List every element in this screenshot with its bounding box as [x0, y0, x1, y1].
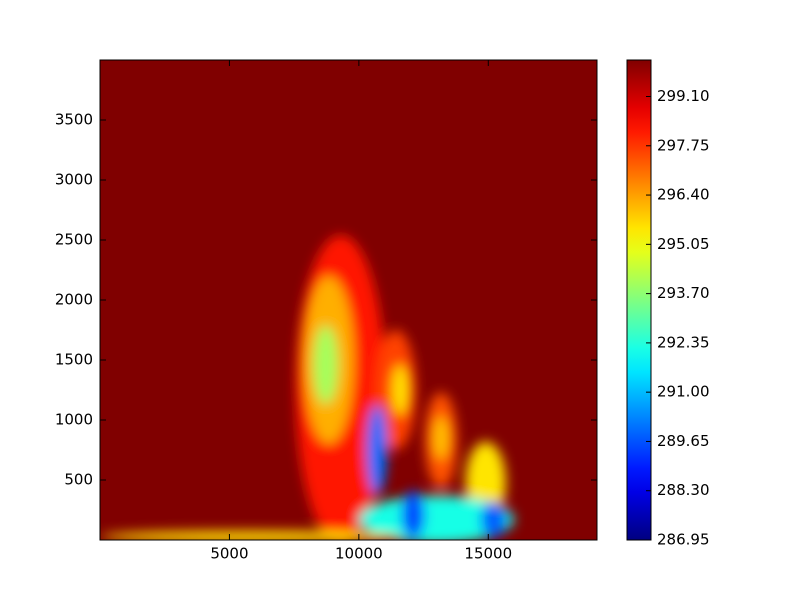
colorbar-tick-label: 291.00	[657, 383, 710, 401]
field-feature	[392, 364, 409, 416]
y-tick-label: 3500	[55, 111, 93, 129]
colorbar-tick-label: 293.70	[657, 284, 710, 302]
field-feature	[401, 490, 425, 539]
colorbar-tick-label: 286.95	[657, 531, 710, 549]
y-tick-label: 2000	[55, 291, 93, 309]
field-feature	[358, 495, 515, 540]
field-feature	[433, 416, 450, 460]
axes: 5000 10000 15000 500 1000 1500 2000 2500 3000 350…	[55, 59, 710, 563]
y-tick-label: 2500	[55, 231, 93, 249]
colorbar	[626, 59, 652, 541]
y-tick-label: 1500	[55, 351, 93, 369]
colorbar-tick-label: 297.75	[657, 136, 710, 154]
colorbar-tick-label: 289.65	[657, 432, 710, 450]
colorbar-tick-label: 288.30	[657, 481, 710, 499]
y-tick-label: 3000	[55, 171, 93, 189]
field-feature	[100, 531, 401, 540]
features	[100, 235, 515, 540]
colorbar-tick-label: 299.10	[657, 87, 710, 105]
x-tick-label: 5000	[210, 545, 248, 563]
colorbar-tick-label: 292.35	[657, 333, 710, 351]
field-feature	[480, 501, 507, 538]
y-tick-label: 500	[64, 471, 93, 489]
y-tick-label: 1000	[55, 411, 93, 429]
colorbar-tick-label: 296.40	[657, 186, 710, 204]
x-tick-label: 15000	[464, 545, 512, 563]
field	[100, 60, 597, 540]
x-tick-label: 10000	[335, 545, 383, 563]
colorbar-tick-label: 295.05	[657, 235, 710, 253]
field-feature	[366, 405, 388, 495]
field-feature	[313, 325, 338, 405]
